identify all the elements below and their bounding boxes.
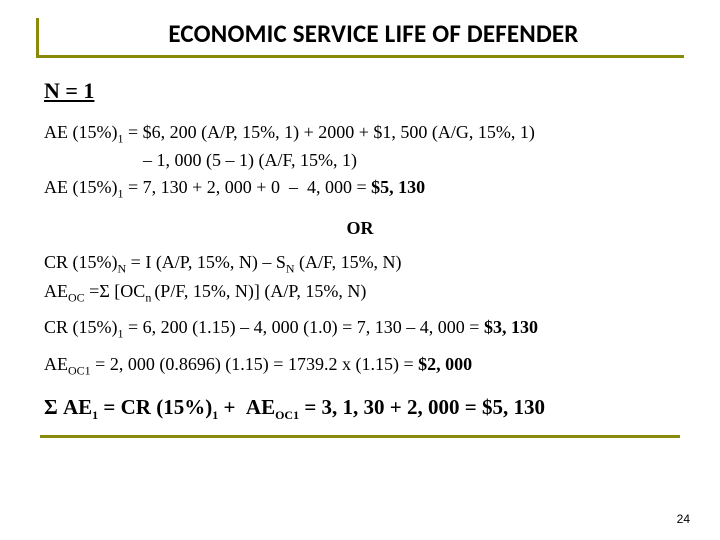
eq-text: = $6, 200 (A/P, 15%, 1) + 2000 + $1, 500… [123,122,534,142]
page-title: ECONOMIC SERVICE LIFE OF DEFENDER [63,18,684,49]
eq-text: =Σ [OC [85,281,146,301]
eq-text: (P/F, 15%, N)] (A/P, 15%, N) [154,281,366,301]
slide: ECONOMIC SERVICE LIFE OF DEFENDER N = 1 … [0,0,720,540]
eq-ae1-line2: – 1, 000 (5 – 1) (A/F, 15%, 1) [44,148,676,172]
title-frame: ECONOMIC SERVICE LIFE OF DEFENDER [36,18,684,58]
eq-text: = 2, 000 (0.8696) (1.15) = 1739.2 x (1.1… [91,354,418,374]
eq-text: Σ AE [44,395,92,419]
subscript: n [145,290,154,304]
eq-text: = 7, 130 + 2, 000 + 0 – 4, 000 = [123,177,371,197]
eq-aeoc-calc: AEOC1 = 2, 000 (0.8696) (1.15) = 1739.2 … [44,352,676,379]
eq-ae1-result: AE (15%)1 = 7, 130 + 2, 000 + 0 – 4, 000… [44,175,676,202]
subscript: N [286,261,295,275]
content-area: N = 1 AE (15%)1 = $6, 200 (A/P, 15%, 1) … [40,76,680,438]
eq-text: = I (A/P, 15%, N) – S [126,252,286,272]
eq-text: CR (15%) [44,252,118,272]
eq-ae1-line1: AE (15%)1 = $6, 200 (A/P, 15%, 1) + 2000… [44,120,676,147]
subscript: N [118,261,127,275]
eq-result: $3, 130 [484,317,538,337]
subscript: OC [68,290,85,304]
eq-text: (A/F, 15%, N) [295,252,402,272]
subscript: OC1 [68,364,91,378]
or-separator: OR [44,216,676,240]
eq-text: = CR (15%) [98,395,212,419]
page-number: 24 [677,512,690,526]
eq-text: AE [44,281,68,301]
eq-aeoc-general: AEOC =Σ [OCn (P/F, 15%, N)] (A/P, 15%, N… [44,279,676,306]
eq-text: AE (15%) [44,122,117,142]
subscript: OC1 [275,408,299,422]
eq-sum-final: Σ AE1 = CR (15%)1 + AEOC1 = 3, 1, 30 + 2… [44,393,676,423]
n-heading: N = 1 [44,76,676,106]
eq-text: CR (15%) [44,317,118,337]
eq-text: AE (15%) [44,177,117,197]
eq-cr-general: CR (15%)N = I (A/P, 15%, N) – SN (A/F, 1… [44,250,676,277]
bottom-rule [40,435,680,438]
eq-text: = 3, 1, 30 + 2, 000 = $5, 130 [299,395,545,419]
eq-text: = 6, 200 (1.15) – 4, 000 (1.0) = 7, 130 … [124,317,484,337]
eq-result: $2, 000 [418,354,472,374]
eq-text: AE [44,354,68,374]
eq-text: + AE [218,395,275,419]
eq-cr-calc: CR (15%)1 = 6, 200 (1.15) – 4, 000 (1.0)… [44,315,676,342]
eq-result: $5, 130 [371,177,425,197]
